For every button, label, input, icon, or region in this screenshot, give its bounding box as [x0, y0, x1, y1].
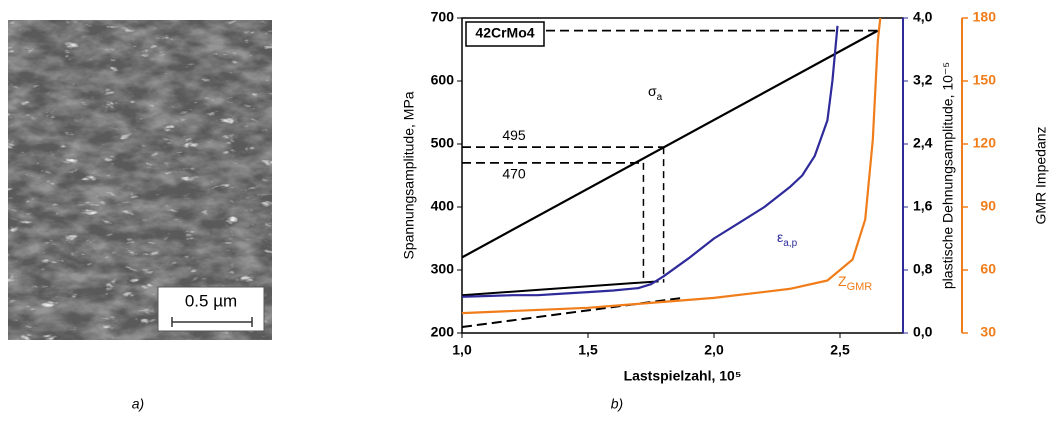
box	[465, 21, 545, 47]
x-axis-title: Lastspielzahl, 10⁵	[624, 368, 742, 384]
series-label-sub: a,p	[783, 238, 797, 249]
y2-tick-label: 3,2	[913, 72, 933, 88]
y3-tick-label: 90	[980, 198, 996, 214]
x-tick-label: 1,5	[578, 342, 598, 358]
y2-tick-label: 0,8	[913, 261, 933, 277]
series-label: ZGMR	[838, 273, 872, 293]
y3-tick-label: 60	[980, 261, 996, 277]
panel-label: b)	[611, 396, 623, 412]
box-label: 42CrMo4	[475, 25, 534, 41]
series-label-name: ε	[777, 229, 783, 245]
y2-axis-title: plastische Dehnungsamplitude, 10⁻⁵	[940, 62, 956, 289]
series-line	[461, 29, 879, 259]
series-line	[461, 25, 839, 298]
series-label: σa	[648, 83, 663, 103]
y-tick-label: 300	[431, 261, 455, 277]
y3-tick-label: 150	[973, 72, 997, 88]
y3-tick-label: 30	[980, 324, 996, 340]
panel-label: a)	[132, 396, 144, 412]
y-tick-label: 700	[431, 9, 455, 25]
plot-frame	[461, 17, 904, 334]
y-tick-label: 400	[431, 198, 455, 214]
reference-label: 470	[502, 166, 526, 182]
y2-tick-label: 1,6	[913, 198, 933, 214]
y2-tick-label: 0,0	[913, 324, 933, 340]
y2-tick-label: 4,0	[913, 9, 933, 25]
y-tick-label: 200	[431, 324, 455, 340]
y-tick-label: 600	[431, 72, 455, 88]
y3-tick-label: 120	[973, 135, 997, 151]
micrograph: 0.5 µm	[8, 20, 272, 340]
reference-label: 495	[502, 127, 526, 143]
y-axis-title: Spannungsamplitude, MPa	[401, 91, 417, 259]
y3-tick-label: 180	[973, 9, 997, 25]
y2-tick-label: 2,4	[913, 135, 933, 151]
series-label-sub: a	[657, 92, 663, 103]
scale-bar-label: 0.5 µm	[185, 291, 237, 310]
series-line	[461, 17, 882, 315]
series-label-sub: GMR	[847, 281, 873, 293]
x-tick-label: 2,0	[704, 342, 724, 358]
y3-axis-title: GMR Impedanz	[1033, 126, 1049, 224]
x-tick-label: 1,0	[452, 342, 472, 358]
x-tick-label: 2,5	[830, 342, 850, 358]
y-tick-label: 500	[431, 135, 455, 151]
fit-line	[461, 280, 659, 297]
series-label-name: Z	[838, 273, 847, 289]
series-label: εa,p	[777, 229, 798, 249]
series-label-name: σ	[648, 83, 657, 99]
chart: 1,0 1,5 2,0 2,5 200 300 400 500 600 700 0,0 0,8 1,6 2…	[401, 9, 1049, 384]
